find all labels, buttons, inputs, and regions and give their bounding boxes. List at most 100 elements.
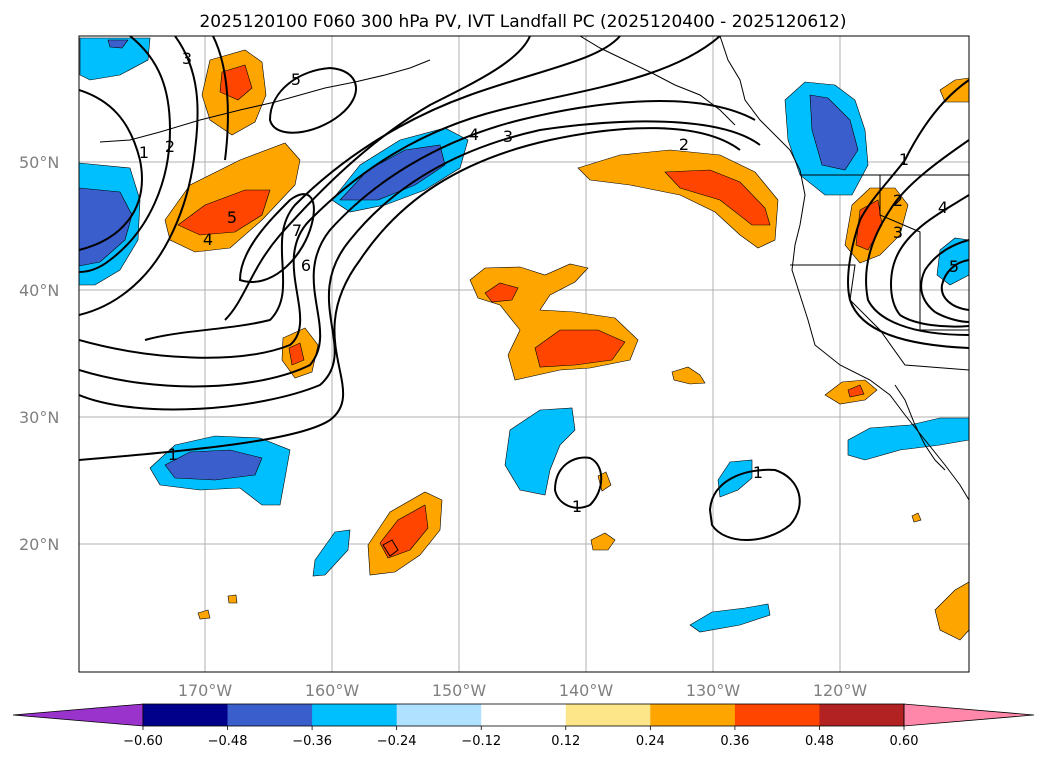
contour-label: 1 [139,143,149,162]
fill-region-redorange [534,329,626,368]
fill-region-orange [197,609,211,620]
contour-label: 1 [753,463,763,482]
contour-line [79,100,756,388]
colorbar-tick-label: −0.12 [461,734,501,749]
fill-region-blue [312,529,351,577]
contour-label: 3 [182,49,192,68]
pv-contours [79,36,969,541]
fill-region-redorange [847,384,865,398]
contour-label: 4 [469,125,479,144]
map-panel: 1 2 3 4 5 6 7 5 4 3 2 1 1 1 1 2 3 4 5 [78,35,970,673]
fill-region-redorange [379,504,429,559]
lat-label: 30°N [19,408,59,427]
coastline-aleutians [99,59,431,143]
lat-label: 50°N [19,153,59,172]
fill-region-darkblue [107,39,129,49]
fill-region-orange [911,512,922,523]
colorbar-swatch [481,704,567,726]
contour-line [920,239,969,323]
colorbar-extend-over [903,703,1035,727]
lon-label: 140°W [559,681,614,700]
contour-line [79,120,761,411]
fill-region-orange [227,594,238,604]
contour-label: 2 [893,191,903,210]
fill-region-orange [590,532,616,551]
island-hawaii [382,539,399,557]
fill-region-orange [671,366,706,385]
contour-labels: 1 2 3 4 5 6 7 5 4 3 2 1 1 1 1 2 3 4 5 [139,49,959,516]
contour-line [79,36,199,316]
colorbar-tick-label: 0.60 [890,734,919,749]
contour-line [268,66,357,134]
coastlines [99,36,969,557]
contour-label: 5 [291,70,301,89]
contour-label: 2 [165,137,175,156]
contour-line [940,259,969,311]
contour-line [553,456,603,509]
colorbar-swatch [143,704,229,726]
lon-label: 120°W [813,681,868,700]
colorbar-tick-label: 0.12 [551,734,580,749]
colorbar-swatch [650,704,736,726]
contour-line [890,194,969,328]
figure-title: 2025120100 F060 300 hPa PV, IVT Landfall… [199,12,846,32]
latitude-labels: 50°N 40°N 30°N 20°N [19,153,59,554]
lon-label: 160°W [305,681,360,700]
contour-line [224,36,531,321]
fill-region-blue [504,407,576,496]
lon-label: 150°W [432,681,487,700]
contour-label: 4 [203,230,213,249]
colorbar-swatch [565,704,651,726]
colorbar-tick-label: −0.24 [377,734,417,749]
contour-line [144,36,621,341]
contour-line [865,139,969,336]
lat-label: 40°N [19,281,59,300]
colorbar-frame [142,703,905,727]
contour-label: 1 [168,445,178,464]
colorbar-swatch [396,704,482,726]
colorbar-swatch [734,704,820,726]
lon-label: 130°W [686,681,741,700]
colorbar-tick-label: 0.48 [805,734,834,749]
longitude-labels: 170°W 160°W 150°W 140°W 130°W 120°W [178,681,868,700]
lat-label: 20°N [19,535,59,554]
colorbar-tick-label: −0.60 [123,734,163,749]
colorbar: −0.60 −0.48 −0.36 −0.24 −0.12 0.12 0.24 0.36 0.4… [12,703,1035,749]
contour-label: 1 [899,150,909,169]
contour-label: 5 [227,208,237,227]
contour-line [708,468,801,541]
coastline-north-america [719,36,969,501]
contour-line [238,193,315,283]
fill-region-darkblue [164,449,263,481]
colorbar-tick-label: −0.48 [208,734,248,749]
fill-region-blue [847,417,969,461]
colorbar-tick-label: 0.36 [720,734,749,749]
colorbar-tick-label: 0.24 [636,734,665,749]
fill-region-blue [689,603,771,633]
lon-label: 170°W [178,681,233,700]
fill-region-darkblue [809,94,859,171]
fill-region-redorange [288,342,305,366]
colorbar-extend-under [12,703,144,727]
colorbar-swatch [819,704,905,726]
contour-label: 1 [572,497,582,516]
contour-line [847,79,969,349]
border-states [790,175,969,371]
contour-label: 3 [503,127,513,146]
contour-line [79,89,143,251]
contour-line [79,36,172,273]
fill-region-redorange [177,189,271,236]
contour-label: 5 [949,257,959,276]
contour-line [79,36,721,359]
map-frame [78,35,970,673]
contour-label: 3 [893,223,903,242]
contour-label: 7 [292,221,302,240]
contour-label: 6 [301,256,311,275]
coastline-alaska [579,36,736,126]
fill-region-redorange [219,64,253,101]
coastline-baja [894,384,946,471]
fill-region-redorange [484,282,519,303]
contour-label: 4 [938,198,948,217]
colorbar-swatch [312,704,398,726]
